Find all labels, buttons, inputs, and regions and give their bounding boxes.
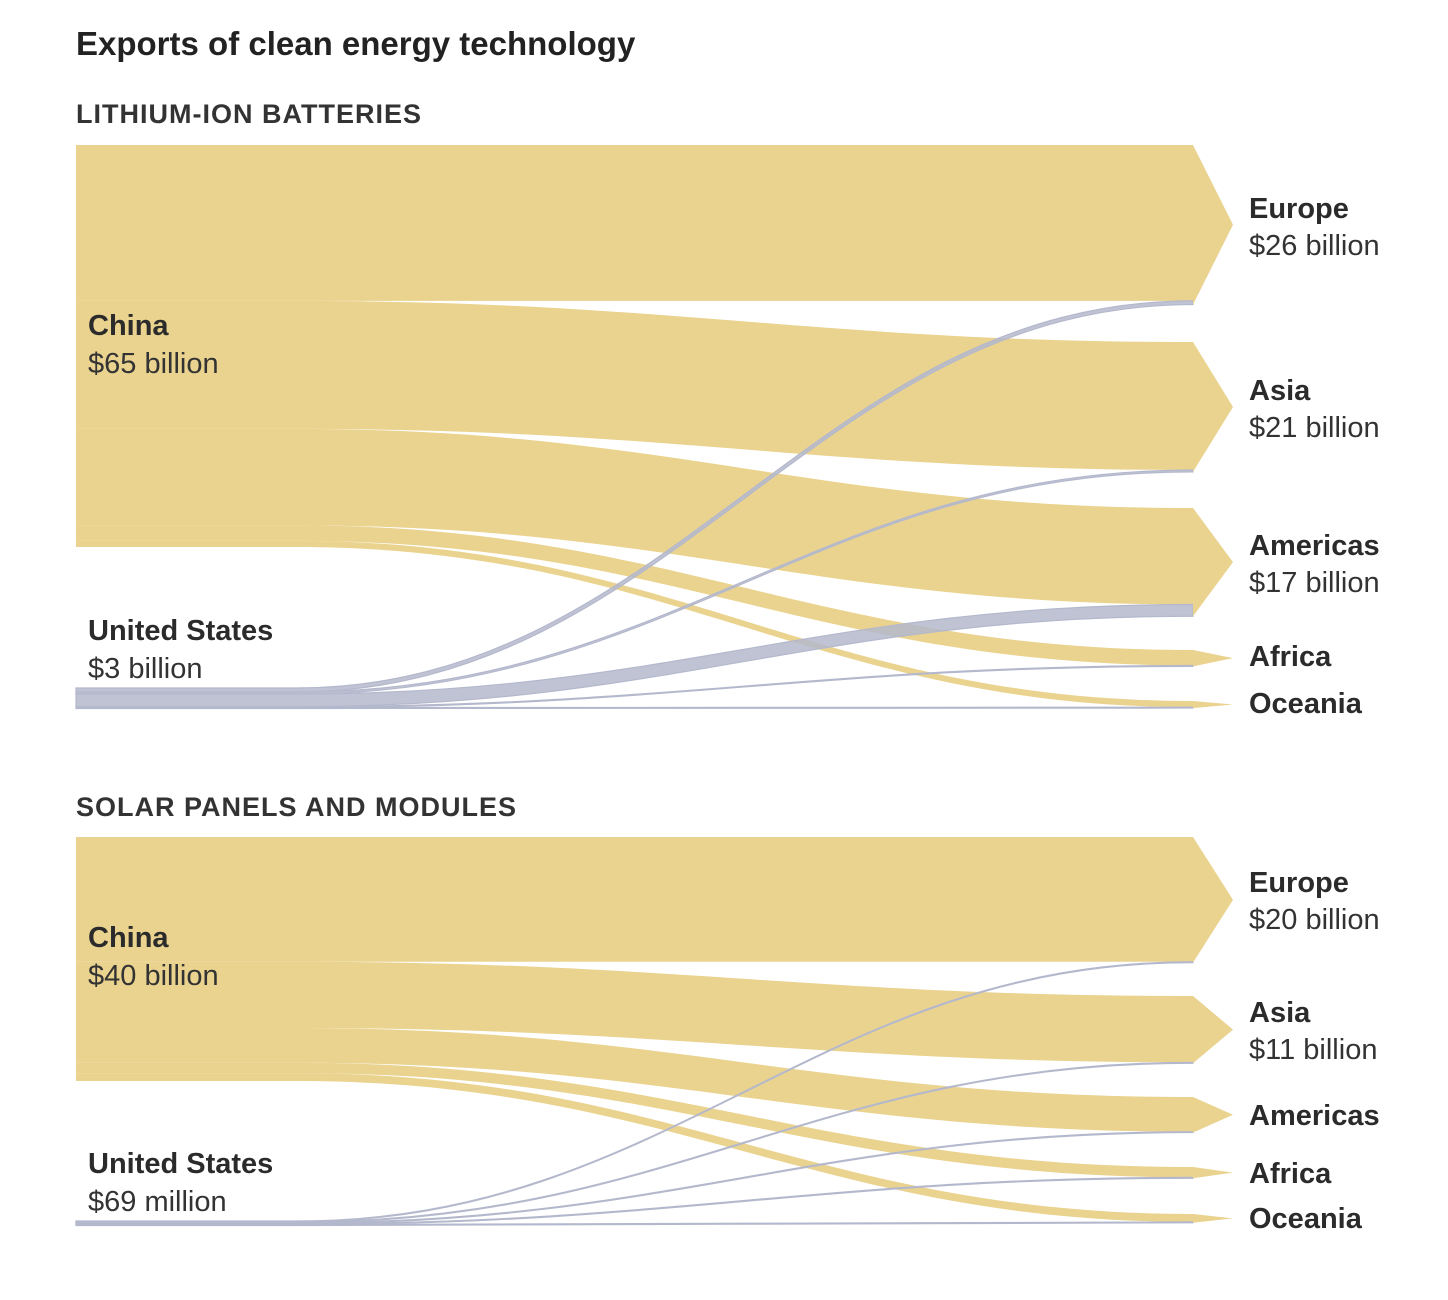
arrowhead-oceania	[1193, 1214, 1233, 1223]
target-value-europe: $26 billion	[1249, 230, 1380, 262]
source-label-united-states: United States	[88, 1148, 273, 1180]
arrowhead-europe	[1193, 837, 1233, 963]
flow-united-states-to-americas	[75, 603, 1194, 708]
target-value-americas: $17 billion	[1249, 567, 1380, 599]
arrowhead-asia	[1193, 996, 1233, 1064]
target-label-asia: Asia	[1249, 375, 1311, 407]
arrowhead-americas	[1193, 508, 1233, 617]
flow-united-states-to-africa	[75, 664, 1194, 709]
target-value-europe: $20 billion	[1249, 904, 1380, 936]
node-labels: China $65 billion United States $3 billion E…	[88, 193, 1380, 720]
flow-china-to-europe	[76, 145, 1193, 301]
source-label-china: China	[88, 922, 169, 954]
arrowhead-europe	[1193, 145, 1233, 305]
flow-china-to-asia	[76, 300, 1193, 471]
flow-china-to-americas	[76, 1028, 1193, 1132]
arrowhead-asia	[1193, 342, 1233, 472]
chart-title: Exports of clean energy technology	[76, 25, 636, 62]
source-label-united-states: United States	[88, 615, 273, 647]
source-value-china: $40 billion	[88, 960, 219, 992]
flow-united-states-to-africa	[75, 1176, 1194, 1226]
flow-group	[75, 837, 1233, 1227]
flow-china-to-europe	[76, 837, 1193, 962]
flow-group	[75, 145, 1233, 710]
node-labels: China $40 billion United States $69 million…	[88, 867, 1380, 1235]
source-value-united-states: $3 billion	[88, 653, 202, 685]
arrowhead-africa	[1193, 650, 1233, 667]
target-label-oceania: Oceania	[1249, 1203, 1363, 1235]
target-label-europe: Europe	[1249, 867, 1349, 899]
target-label-asia: Asia	[1249, 997, 1311, 1029]
target-label-americas: Americas	[1249, 530, 1380, 562]
section-title-solar: SOLAR PANELS AND MODULES	[76, 792, 517, 822]
arrowhead-oceania	[1193, 701, 1233, 709]
arrowhead-africa	[1193, 1167, 1233, 1179]
sankey-solar-panels: SOLAR PANELS AND MODULES China $40 billio…	[75, 792, 1380, 1235]
target-value-asia: $21 billion	[1249, 412, 1380, 444]
target-label-africa: Africa	[1249, 641, 1332, 673]
source-value-united-states: $69 million	[88, 1186, 227, 1218]
flow-china-to-asia	[76, 961, 1193, 1063]
flow-china-to-americas	[76, 428, 1193, 605]
flow-united-states-to-oceania	[75, 706, 1194, 710]
source-value-china: $65 billion	[88, 348, 219, 380]
arrowhead-americas	[1193, 1097, 1233, 1133]
flow-united-states-to-asia	[75, 469, 1194, 695]
flow-china-to-africa	[76, 1062, 1193, 1178]
target-label-oceania: Oceania	[1249, 688, 1363, 720]
source-label-china: China	[88, 310, 169, 342]
section-title-batteries: LITHIUM-ION BATTERIES	[76, 99, 422, 129]
flow-united-states-to-asia	[75, 1061, 1194, 1224]
sankey-lithium-ion-batteries: LITHIUM-ION BATTERIES China $65 billion Un…	[75, 99, 1380, 720]
target-label-americas: Americas	[1249, 1100, 1380, 1132]
target-label-africa: Africa	[1249, 1158, 1332, 1190]
target-value-asia: $11 billion	[1249, 1034, 1377, 1066]
target-label-europe: Europe	[1249, 193, 1349, 225]
